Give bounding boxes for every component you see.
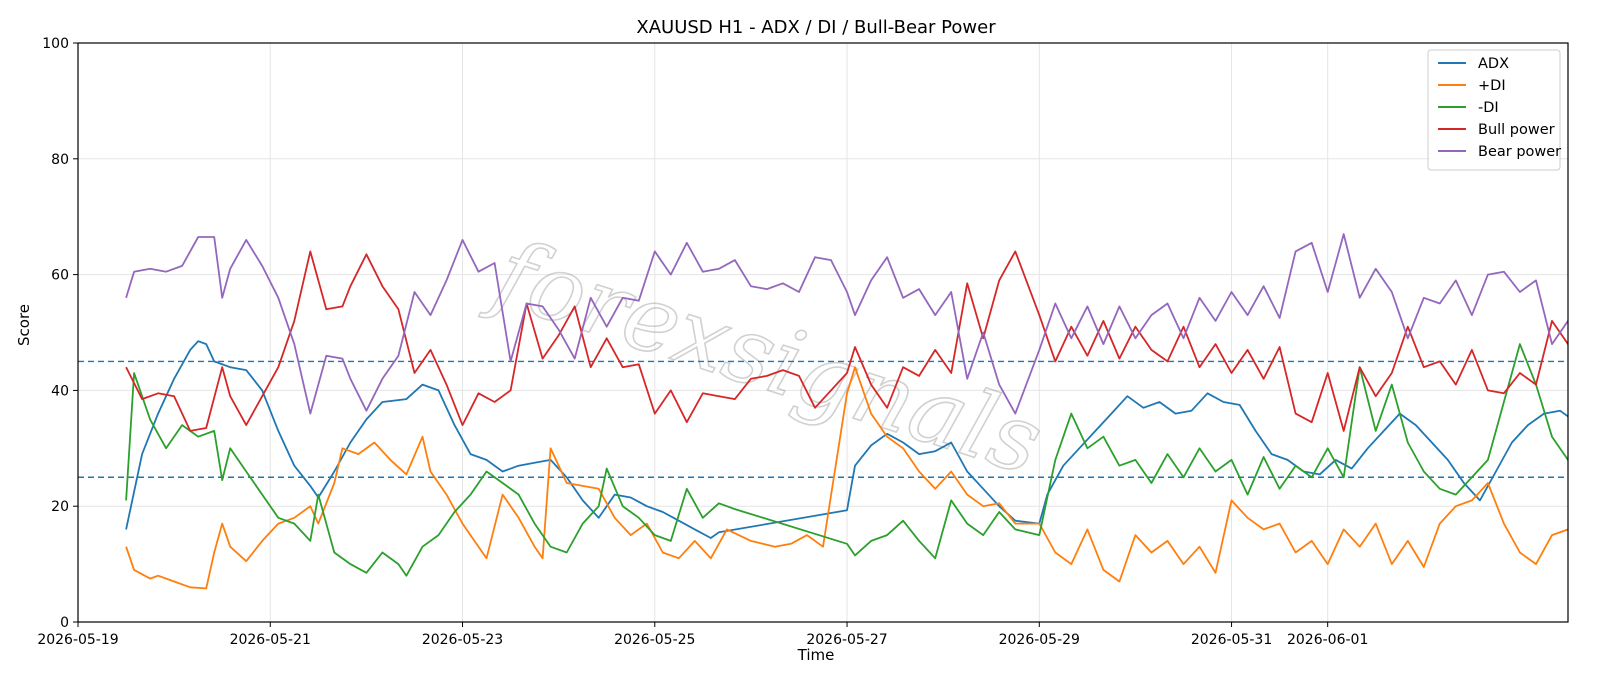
- legend-label: ADX: [1478, 56, 1509, 72]
- reference-lines: [78, 360, 1568, 478]
- gridlines: [77, 42, 1568, 623]
- y-tick-label: 0: [60, 615, 69, 631]
- series-line-plusminus-di: [125, 366, 1568, 590]
- y-axis-label: Score: [15, 304, 33, 346]
- y-tick-label: 20: [51, 499, 69, 515]
- y-tick-label: 40: [51, 383, 69, 399]
- legend-box: [1427, 49, 1561, 171]
- x-axis-ticks: 2026-05-19 2026-05-21 2026-05-23 2026-05-25…: [37, 622, 1368, 648]
- x-tick-label: 2026-06-01: [1287, 632, 1368, 648]
- legend-label: Bull power: [1478, 122, 1555, 138]
- series-lines: [125, 233, 1568, 590]
- x-tick-label: 2026-05-19: [37, 632, 118, 648]
- chart-title: XAUUSD H1 - ADX / DI / Bull-Bear Power: [636, 17, 996, 38]
- legend-label: -DI: [1478, 100, 1499, 116]
- series-line-bull-power: [125, 250, 1568, 432]
- x-tick-label: 2026-05-27: [806, 632, 887, 648]
- legend-label: Bear power: [1478, 144, 1561, 160]
- series-line-bear-power: [125, 233, 1568, 415]
- y-tick-label: 100: [42, 36, 69, 52]
- x-tick-label: 2026-05-29: [999, 632, 1080, 648]
- y-axis-ticks: 0 20 40 60 80 100: [42, 36, 78, 631]
- x-tick-label: 2026-05-23: [422, 632, 503, 648]
- x-tick-label: 2026-05-25: [614, 632, 695, 648]
- y-tick-label: 60: [51, 268, 69, 284]
- y-tick-label: 80: [51, 152, 69, 168]
- plot-area-frame: [77, 42, 1569, 623]
- legend: ADX +DI -DI Bull power Bear power: [1427, 49, 1561, 171]
- x-tick-label: 2026-05-21: [230, 632, 311, 648]
- series-line-minus-di: [125, 343, 1568, 577]
- x-axis-label: Time: [797, 646, 835, 664]
- x-tick-label: 2026-05-31: [1191, 632, 1272, 648]
- legend-label: +DI: [1478, 78, 1506, 94]
- series-line-adx: [125, 340, 1568, 539]
